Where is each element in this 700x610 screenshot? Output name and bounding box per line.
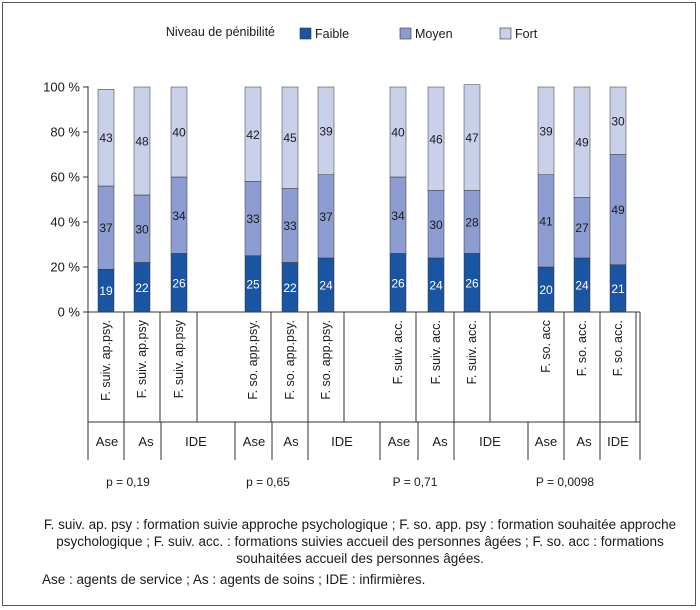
bar-value-label: 34	[391, 209, 405, 223]
bar-value-label: 19	[99, 284, 113, 298]
bar-value-label: 24	[575, 279, 589, 293]
bar-value-label: 39	[319, 124, 333, 138]
bar-value-label: 22	[283, 281, 297, 295]
bar-value-label: 40	[391, 126, 405, 140]
bar-value-label: 47	[465, 131, 479, 145]
bar-segment-fort	[463, 84, 481, 191]
legend-label-fort: Fort	[515, 27, 538, 41]
legend-label-moyen: Moyen	[415, 27, 453, 41]
category-label: F. so. app.psy.	[246, 320, 260, 400]
abbreviations-note: Ase : agents de service ; As : agents de…	[42, 572, 426, 587]
category-label: F. suiv. ap.psy	[172, 319, 186, 398]
y-tick-label: 40 %	[50, 215, 80, 230]
bar-value-label: 30	[135, 222, 149, 236]
category-label: F. suiv. ap.psy.	[99, 320, 113, 401]
bar-segment-fort	[427, 86, 445, 191]
bar-value-label: 45	[283, 131, 297, 145]
legend-swatch-faible	[299, 27, 312, 40]
category-label: F. suiv. acc.	[429, 320, 443, 384]
bar-segment-fort	[317, 86, 335, 175]
bar-value-label: 33	[246, 212, 260, 226]
bar-value-label: 48	[135, 135, 149, 149]
bar-value-label: 26	[391, 276, 405, 290]
role-label: Ase	[388, 434, 410, 449]
bar-segment-fort	[537, 86, 555, 175]
bar-value-label: 37	[99, 221, 113, 235]
bar-value-label: 30	[429, 218, 443, 232]
group-pvalue: p = 0,65	[246, 475, 290, 489]
bar-value-label: 49	[611, 203, 625, 217]
bar-segment-fort	[389, 86, 407, 178]
legend-title: Niveau de pénibilité	[166, 25, 275, 39]
legend-swatch-moyen	[399, 27, 412, 40]
bar-value-label: 42	[246, 128, 260, 142]
bar-value-label: 43	[99, 131, 113, 145]
bar-value-label: 24	[429, 279, 443, 293]
bar-value-label: 26	[172, 276, 186, 290]
bar-value-label: 24	[319, 279, 333, 293]
definitions-note: F. suiv. ap. psy : formation suivie appr…	[43, 517, 677, 566]
y-tick-label: 60 %	[50, 170, 80, 185]
bar-value-label: 30	[611, 114, 625, 128]
bar-value-label: 21	[611, 282, 625, 296]
bar-value-label: 49	[575, 136, 589, 150]
bar-segment-fort	[170, 86, 188, 178]
category-label: F. so. acc.	[575, 320, 589, 376]
category-label: F. so. app.psy.	[319, 320, 333, 400]
bar-segment-fort	[133, 86, 151, 196]
bar-value-label: 27	[575, 221, 589, 235]
category-label: F. so. app.psy.	[283, 320, 297, 400]
role-label: Ase	[243, 434, 265, 449]
bar-value-label: 25	[246, 277, 260, 291]
y-tick-label: 100 %	[43, 80, 80, 95]
y-tick-label: 80 %	[50, 125, 80, 140]
bar-value-label: 41	[539, 214, 553, 228]
bar-value-label: 26	[465, 276, 479, 290]
bar-value-label: 34	[172, 209, 186, 223]
bar-value-label: 28	[465, 216, 479, 230]
legend-label-faible: Faible	[315, 27, 349, 41]
category-label: F. suiv. acc.	[465, 320, 479, 384]
legend-swatch-fort	[499, 27, 512, 40]
bar-segment-fort	[281, 86, 299, 189]
group-pvalue: P = 0,71	[393, 475, 438, 489]
bar-value-label: 40	[172, 126, 186, 140]
role-label: IDE	[331, 434, 353, 449]
role-label: As	[138, 434, 154, 449]
bar-value-label: 33	[283, 219, 297, 233]
category-label: F. suiv. acc.	[391, 320, 405, 384]
bar-segment-fort	[97, 89, 115, 187]
category-label: F. so. acc.	[611, 320, 625, 376]
role-label: Ase	[535, 434, 557, 449]
category-label: F. so. acc	[539, 320, 553, 373]
bar-segment-fort	[609, 86, 627, 155]
role-label: As	[283, 434, 299, 449]
role-label: Ase	[96, 434, 118, 449]
role-label: IDE	[607, 434, 629, 449]
role-label: IDE	[479, 434, 501, 449]
role-label: As	[432, 434, 448, 449]
y-tick-label: 0 %	[58, 305, 81, 320]
bar-value-label: 39	[539, 124, 553, 138]
bar-value-label: 22	[135, 281, 149, 295]
bar-segment-fort	[573, 86, 591, 198]
role-label: IDE	[185, 434, 207, 449]
bar-value-label: 20	[539, 283, 553, 297]
bar-segment-fort	[244, 86, 262, 182]
bar-value-label: 46	[429, 132, 443, 146]
group-pvalue: P = 0,0098	[536, 475, 594, 489]
group-pvalue: p = 0,19	[106, 475, 150, 489]
y-tick-label: 20 %	[50, 260, 80, 275]
category-label: F. suiv. ap.psy	[135, 319, 149, 398]
bar-value-label: 37	[319, 210, 333, 224]
role-label: As	[576, 434, 592, 449]
